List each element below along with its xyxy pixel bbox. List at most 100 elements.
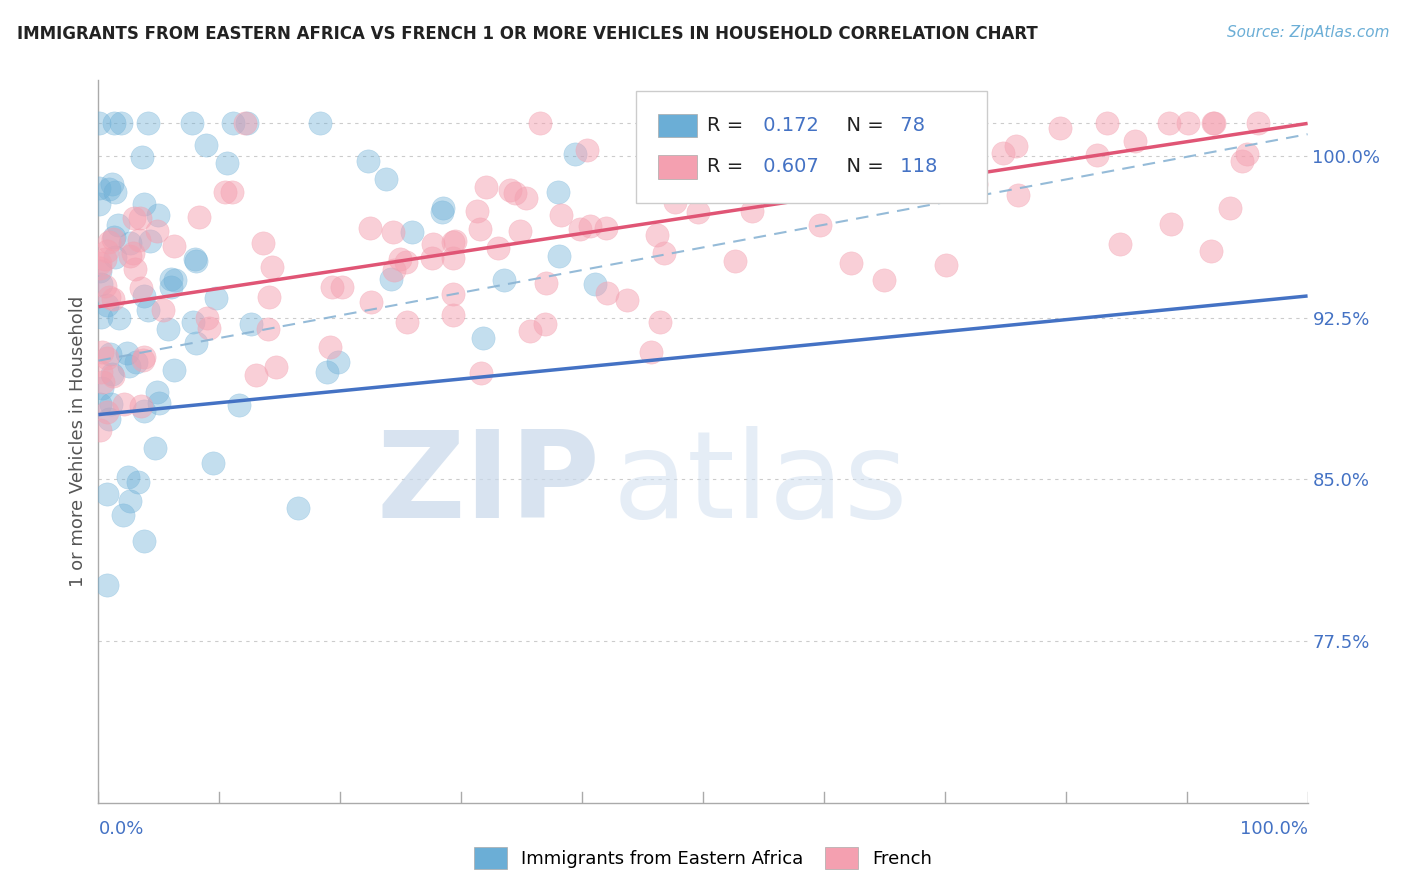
Text: 118: 118 (894, 158, 938, 177)
Point (741, 204, 763, 219)
Point (145, 385, 167, 400)
Point (163, 363, 186, 377)
Point (529, 116, 551, 130)
Point (595, 221, 617, 235)
Point (94, 252, 117, 267)
Point (240, 318, 263, 332)
Point (664, 194, 686, 209)
Point (465, 204, 488, 219)
Point (534, 276, 557, 290)
Point (965, 177, 987, 191)
Point (215, 156, 238, 170)
Point (257, 321, 280, 335)
Point (1177, 116, 1199, 130)
Point (128, 211, 150, 225)
Point (152, 302, 174, 317)
Point (127, 475, 149, 489)
Point (1219, 201, 1241, 215)
Point (139, 234, 162, 248)
Point (163, 239, 186, 253)
Point (132, 289, 155, 303)
Point (94, 279, 117, 293)
Point (1199, 244, 1222, 259)
Point (101, 369, 124, 384)
Point (935, 258, 957, 272)
Point (257, 290, 280, 304)
Point (124, 262, 146, 277)
Point (468, 222, 491, 236)
Point (441, 251, 464, 265)
Point (652, 246, 675, 260)
Point (221, 185, 243, 199)
Point (1202, 116, 1225, 130)
Point (1202, 116, 1225, 130)
Text: ZIP: ZIP (377, 426, 600, 543)
Point (204, 291, 226, 305)
Point (252, 235, 274, 250)
Point (1123, 134, 1146, 148)
Point (87, 116, 110, 130)
Point (96, 351, 118, 366)
Point (648, 315, 671, 329)
Point (430, 204, 453, 219)
Point (184, 335, 207, 350)
Point (100, 368, 122, 382)
Point (873, 273, 896, 287)
Point (596, 285, 619, 300)
Point (1004, 139, 1026, 153)
Point (96, 578, 118, 592)
Point (880, 116, 903, 130)
Point (817, 161, 839, 175)
Point (359, 221, 381, 235)
Point (91, 344, 114, 359)
Point (132, 197, 155, 211)
Point (1247, 116, 1270, 130)
Point (122, 211, 145, 225)
Point (1160, 217, 1182, 231)
Point (432, 202, 454, 216)
Point (509, 224, 531, 238)
Text: Source: ZipAtlas.com: Source: ZipAtlas.com (1226, 25, 1389, 40)
Point (233, 116, 256, 130)
Point (143, 441, 166, 455)
Point (97, 182, 120, 196)
Point (264, 359, 287, 374)
Point (808, 219, 831, 233)
Point (101, 232, 124, 246)
Point (90, 365, 112, 379)
Point (321, 279, 343, 293)
Text: N =: N = (834, 158, 890, 177)
Point (181, 315, 204, 329)
Point (475, 180, 498, 194)
Point (98, 412, 121, 426)
Point (136, 303, 159, 318)
Point (751, 170, 773, 185)
Point (887, 141, 910, 155)
Point (156, 321, 179, 335)
Point (515, 191, 537, 205)
Point (470, 366, 492, 380)
Text: 0.172: 0.172 (758, 116, 820, 136)
Text: 0.607: 0.607 (758, 158, 820, 177)
Point (991, 145, 1014, 160)
Point (486, 241, 509, 255)
Point (96, 298, 118, 312)
FancyBboxPatch shape (637, 91, 987, 203)
Point (550, 208, 572, 222)
Point (132, 351, 155, 365)
Point (503, 186, 526, 200)
Point (1236, 146, 1258, 161)
Point (120, 235, 142, 250)
Point (195, 311, 218, 326)
Point (382, 225, 405, 239)
Point (645, 227, 668, 242)
Point (583, 277, 606, 291)
Point (148, 208, 170, 222)
Point (202, 456, 225, 470)
Point (640, 344, 662, 359)
Point (134, 534, 156, 549)
Point (228, 398, 250, 412)
Point (90, 277, 112, 292)
Point (104, 251, 127, 265)
Point (472, 331, 495, 345)
